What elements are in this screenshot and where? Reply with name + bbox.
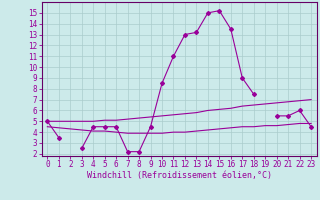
X-axis label: Windchill (Refroidissement éolien,°C): Windchill (Refroidissement éolien,°C) — [87, 171, 272, 180]
